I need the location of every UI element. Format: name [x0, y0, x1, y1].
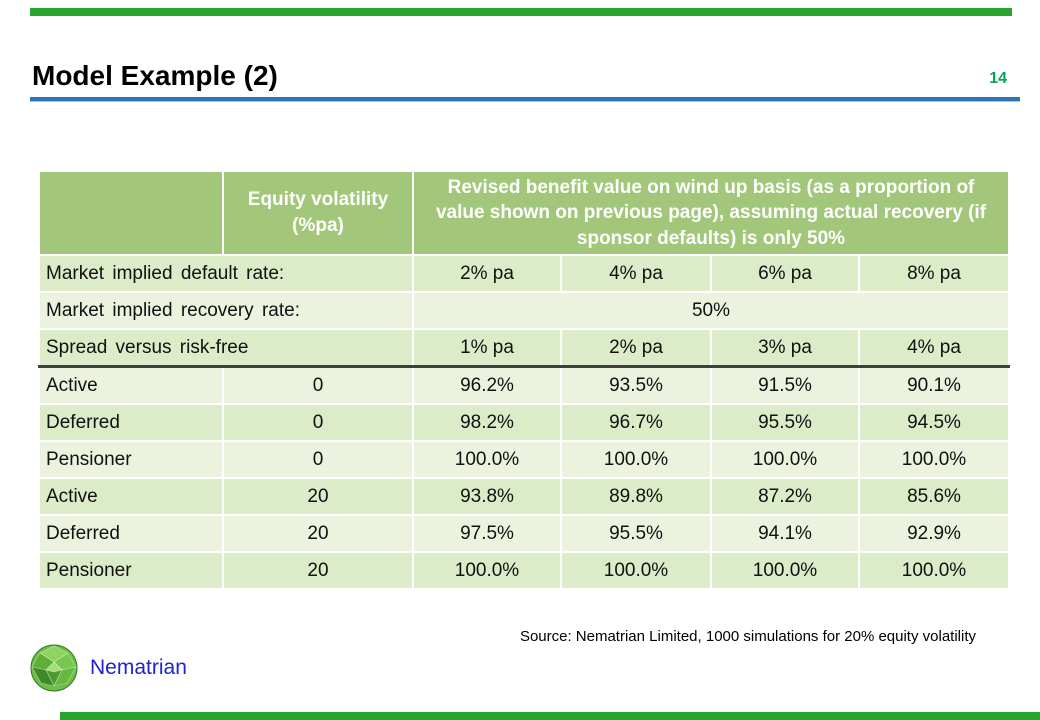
cell: 87.2% — [710, 477, 860, 516]
cell: 2% pa — [412, 254, 562, 293]
cell-volatility: 20 — [222, 514, 414, 553]
cell: 100.0% — [412, 440, 562, 479]
table-row-default-rate: Market implied default rate: 2% pa 4% pa… — [38, 254, 1010, 293]
row-label: Active — [38, 477, 224, 516]
cell: 93.5% — [560, 365, 712, 405]
page-title: Model Example (2) — [32, 60, 278, 91]
source-note: Source: Nematrian Limited, 1000 simulati… — [519, 628, 976, 645]
cell: 92.9% — [858, 514, 1010, 553]
cell: 89.8% — [560, 477, 712, 516]
row-label: Deferred — [38, 403, 224, 442]
model-table: Equity volatility (%pa) Revised benefit … — [38, 170, 1010, 590]
row-label: Pensioner — [38, 440, 224, 479]
cell: 93.8% — [412, 477, 562, 516]
cell-span: 50% — [412, 291, 1010, 330]
cell: 8% pa — [858, 254, 1010, 293]
cell-volatility: 20 — [222, 477, 414, 516]
table-row-active-0: Active 0 96.2% 93.5% 91.5% 90.1% — [38, 365, 1010, 405]
cell: 94.5% — [858, 403, 1010, 442]
table-row-deferred-20: Deferred 20 97.5% 95.5% 94.1% 92.9% — [38, 514, 1010, 553]
cell: 91.5% — [710, 365, 860, 405]
cell: 100.0% — [858, 440, 1010, 479]
row-label: Deferred — [38, 514, 224, 553]
cell: 100.0% — [560, 440, 712, 479]
nematrian-logo-icon — [30, 644, 78, 692]
cell-volatility: 0 — [222, 365, 414, 405]
logo-text: Nematrian — [90, 656, 187, 679]
table-row-spread: Spread versus risk-free 1% pa 2% pa 3% p… — [38, 328, 1010, 368]
table-row-deferred-0: Deferred 0 98.2% 96.7% 95.5% 94.5% — [38, 403, 1010, 442]
cell: 1% pa — [412, 328, 562, 368]
cell: 100.0% — [412, 551, 562, 590]
row-label: Market implied recovery rate: — [38, 291, 414, 330]
table-row-recovery-rate: Market implied recovery rate: 50% — [38, 291, 1010, 330]
cell: 4% pa — [560, 254, 712, 293]
nematrian-logo: Nematrian — [28, 642, 187, 694]
cell: 96.7% — [560, 403, 712, 442]
cell: 6% pa — [710, 254, 860, 293]
cell: 96.2% — [412, 365, 562, 405]
header-empty-cell — [38, 170, 224, 256]
cell: 95.5% — [560, 514, 712, 553]
row-label: Market implied default rate: — [38, 254, 414, 293]
bottom-accent-bar — [60, 712, 1040, 720]
cell: 100.0% — [858, 551, 1010, 590]
table-header-row: Equity volatility (%pa) Revised benefit … — [38, 170, 1010, 256]
cell: 94.1% — [710, 514, 860, 553]
header-revised-benefit: Revised benefit value on wind up basis (… — [412, 170, 1010, 256]
table-row-pensioner-0: Pensioner 0 100.0% 100.0% 100.0% 100.0% — [38, 440, 1010, 479]
row-label: Pensioner — [38, 551, 224, 590]
cell: 97.5% — [412, 514, 562, 553]
cell: 100.0% — [710, 440, 860, 479]
header-equity-volatility: Equity volatility (%pa) — [222, 170, 414, 256]
table-row-active-20: Active 20 93.8% 89.8% 87.2% 85.6% — [38, 477, 1010, 516]
title-rule — [30, 97, 1020, 102]
row-label: Spread versus risk-free — [38, 328, 414, 368]
cell: 2% pa — [560, 328, 712, 368]
cell: 4% pa — [858, 328, 1010, 368]
cell: 85.6% — [858, 477, 1010, 516]
cell: 95.5% — [710, 403, 860, 442]
cell: 100.0% — [710, 551, 860, 590]
cell: 100.0% — [560, 551, 712, 590]
page-number: 14 — [989, 70, 1007, 87]
cell-volatility: 20 — [222, 551, 414, 590]
table-row-pensioner-20: Pensioner 20 100.0% 100.0% 100.0% 100.0% — [38, 551, 1010, 590]
top-accent-bar — [30, 8, 1012, 16]
cell: 90.1% — [858, 365, 1010, 405]
cell: 98.2% — [412, 403, 562, 442]
row-label: Active — [38, 365, 224, 405]
cell-volatility: 0 — [222, 440, 414, 479]
cell-volatility: 0 — [222, 403, 414, 442]
cell: 3% pa — [710, 328, 860, 368]
